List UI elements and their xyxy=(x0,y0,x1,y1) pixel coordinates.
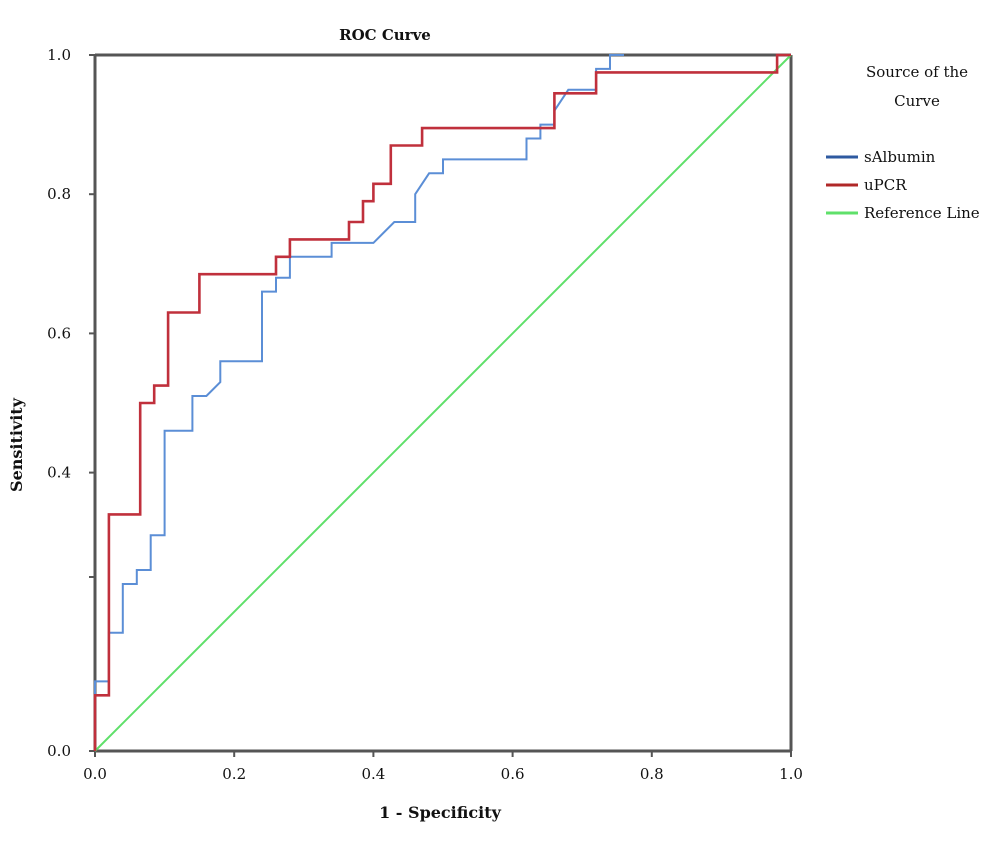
y-tick-label: 1.0 xyxy=(47,46,71,64)
legend-title-line-2: Curve xyxy=(894,92,940,110)
legend-title-line-1: Source of the xyxy=(866,63,968,81)
y-tick-label: 0.6 xyxy=(47,324,71,342)
series-line-upcr xyxy=(93,53,791,751)
y-tick-label: 0.4 xyxy=(47,464,71,482)
x-tick-label: 0.8 xyxy=(640,765,664,783)
x-tick-label: 0.2 xyxy=(222,765,246,783)
y-tick-label: 0.0 xyxy=(47,742,71,760)
series-layer xyxy=(93,53,792,752)
y-axis: 0.0 0.4 0.6 0.8 1.0 xyxy=(47,46,95,760)
series-line-reference-line xyxy=(94,54,792,752)
legend-label: uPCR xyxy=(864,176,907,194)
y-axis-label: Sensitivity xyxy=(7,397,26,492)
x-tick-label: 0.4 xyxy=(361,765,385,783)
series-line-salbumin xyxy=(94,54,624,751)
plot-area xyxy=(93,53,793,753)
legend: Source of the Curve sAlbumin uPCR Referenc… xyxy=(826,63,980,222)
y-tick-label: 0.8 xyxy=(47,185,71,203)
x-tick-label: 1.0 xyxy=(779,765,803,783)
x-axis: 0.0 0.2 0.4 0.6 0.8 1.0 xyxy=(83,751,803,783)
legend-label: Reference Line xyxy=(864,204,980,222)
x-axis-label: 1 - Specificity xyxy=(379,803,502,822)
x-tick-label: 0.6 xyxy=(501,765,525,783)
legend-label: sAlbumin xyxy=(864,148,936,166)
chart-title: ROC Curve xyxy=(339,26,431,44)
x-tick-label: 0.0 xyxy=(83,765,107,783)
